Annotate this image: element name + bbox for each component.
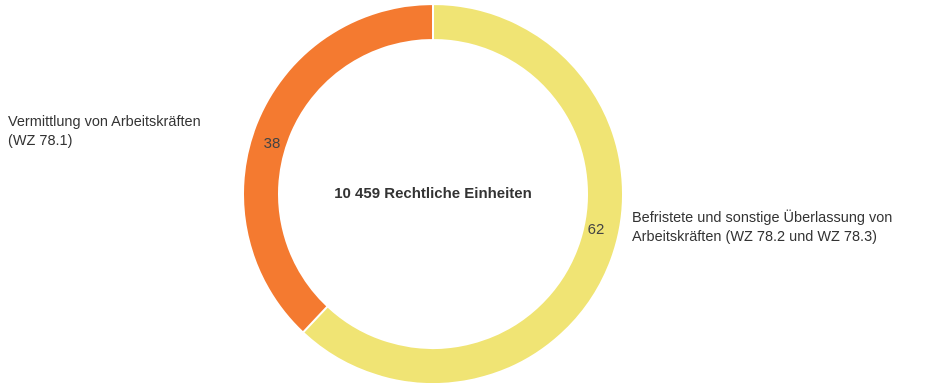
category-label-line: Vermittlung von Arbeitskräften	[8, 114, 201, 130]
donut-slices	[242, 2, 624, 383]
center-total-label: 10 459 Rechtliche Einheiten	[334, 185, 532, 202]
donut-slice-1	[242, 2, 434, 334]
donut-slice-0	[301, 2, 624, 383]
slice-value-label-62: 62	[588, 221, 605, 238]
category-label-line: (WZ 78.1)	[8, 133, 73, 149]
category-label-ueberlassung: Befristete und sonstige Überlassung von …	[632, 209, 950, 247]
category-label-vermittlung: Vermittlung von Arbeitskräften (WZ 78.1)	[8, 113, 268, 151]
category-label-line: Arbeitskräften (WZ 78.2 und WZ 78.3)	[632, 229, 877, 245]
slice-value-label-38: 38	[264, 135, 281, 152]
category-label-line: Befristete und sonstige Überlassung von	[632, 210, 893, 226]
